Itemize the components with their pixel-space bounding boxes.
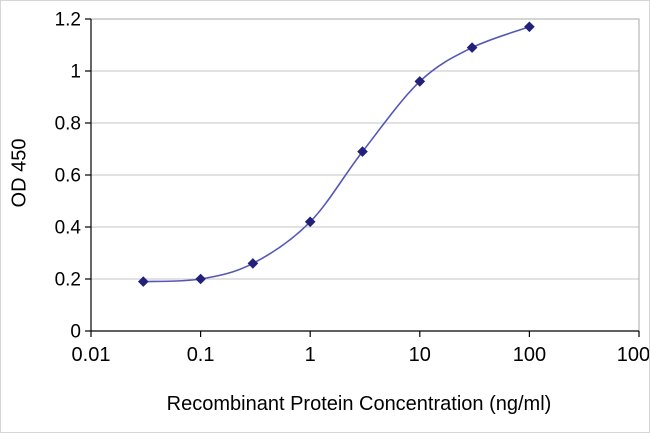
series-line bbox=[143, 26, 530, 283]
y-tick-label: 0 bbox=[70, 322, 81, 343]
data-point-marker bbox=[195, 273, 206, 285]
x-tick-label: 1 bbox=[305, 344, 316, 366]
y-tick-label: 0.8 bbox=[55, 114, 81, 135]
data-point-marker bbox=[524, 21, 535, 33]
y-tick-label: 0.6 bbox=[55, 166, 81, 187]
data-point-marker bbox=[414, 76, 426, 87]
y-tick-label: 0.4 bbox=[55, 218, 82, 239]
x-axis-title: Recombinant Protein Concentration (ng/ml… bbox=[166, 393, 552, 415]
data-point-marker bbox=[247, 258, 259, 269]
data-point-marker bbox=[137, 276, 149, 287]
y-tick-label: 1.2 bbox=[55, 10, 81, 31]
data-point-marker bbox=[304, 216, 316, 228]
x-tick-label: 0.1 bbox=[187, 344, 215, 366]
y-tick-label: 1 bbox=[70, 62, 81, 83]
x-tick-label: 10 bbox=[409, 344, 431, 366]
x-tick-label: 1000 bbox=[617, 344, 650, 366]
x-tick-label: 100 bbox=[513, 344, 546, 366]
data-point-marker bbox=[357, 146, 368, 157]
y-tick-label: 0.2 bbox=[55, 270, 81, 291]
data-point-marker bbox=[466, 42, 478, 53]
x-tick-label: 0.01 bbox=[72, 344, 111, 366]
y-axis-title: OD 450 bbox=[8, 138, 31, 208]
